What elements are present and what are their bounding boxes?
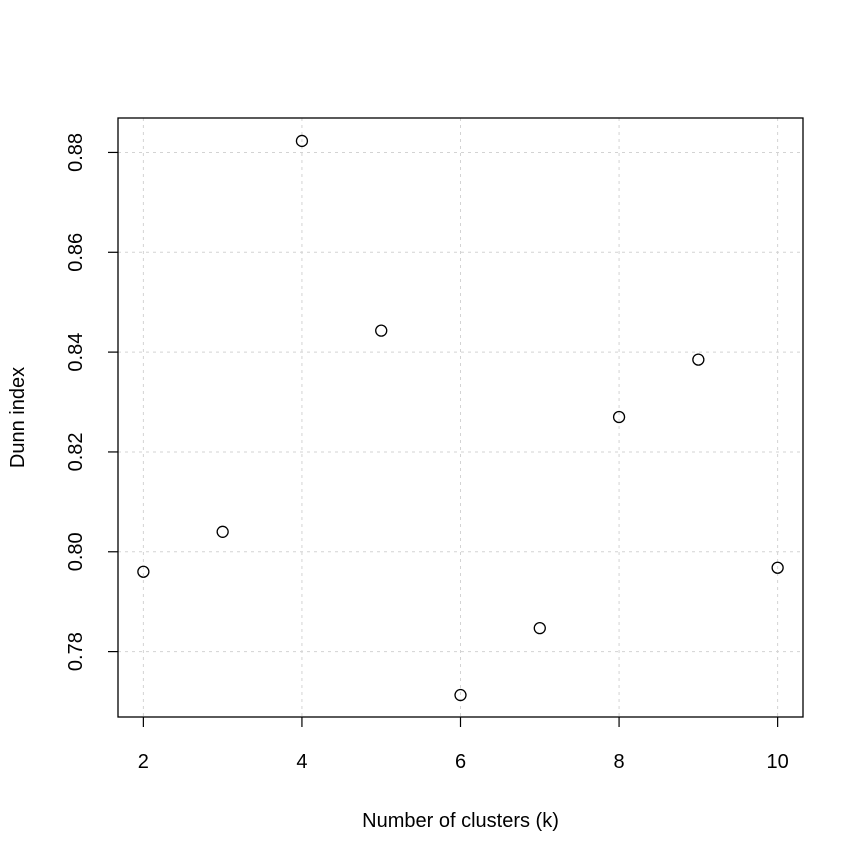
x-tick-label: 4 (296, 751, 307, 773)
y-axis-title: Dunn index (7, 367, 29, 468)
x-tick-label: 10 (767, 751, 789, 773)
data-point (295, 134, 309, 148)
x-tick-label: 8 (614, 751, 625, 773)
data-point (771, 561, 784, 574)
data-point (692, 353, 705, 366)
y-tick-label: 0.82 (65, 432, 87, 471)
y-tick-label: 0.78 (65, 632, 87, 671)
x-axis-title: Number of clusters (k) (362, 810, 559, 832)
y-tick-label: 0.80 (65, 532, 87, 571)
data-point (533, 621, 546, 635)
grid (118, 118, 803, 717)
data-point (612, 410, 626, 424)
axes: 2 4 6 8 10 0.78 0.80 0.82 0.84 0.86 0.88 (65, 133, 789, 773)
data-points (137, 134, 784, 702)
data-point (454, 688, 467, 702)
data-point (137, 565, 150, 578)
data-point (375, 324, 388, 337)
data-point (216, 525, 229, 538)
plot-frame (117, 117, 804, 718)
y-tick-label: 0.88 (65, 133, 87, 172)
y-tick-label: 0.84 (65, 333, 87, 372)
x-tick-label: 2 (138, 751, 149, 773)
y-tick-label: 0.86 (65, 233, 87, 272)
x-tick-label: 6 (455, 751, 466, 773)
